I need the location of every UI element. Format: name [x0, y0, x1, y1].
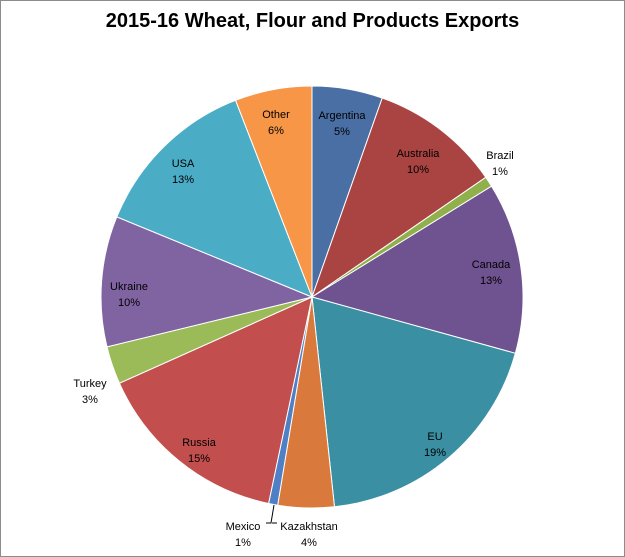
- pie-slice-russia: [118, 296, 313, 505]
- slice-label-canada: Canada 13%: [472, 259, 511, 287]
- slice-label-percent: 5%: [334, 126, 350, 138]
- slice-label-percent: 1%: [492, 166, 508, 178]
- slice-label-percent: 15%: [188, 453, 210, 465]
- slice-label-name: Ukraine: [110, 281, 148, 293]
- pie-slice-australia: [311, 97, 487, 299]
- slice-label-brazil: Brazil 1%: [486, 150, 514, 178]
- pie-slice-usa: [116, 99, 313, 298]
- slice-label-russia: Russia 15%: [182, 437, 217, 465]
- slice-label-percent: 13%: [480, 275, 502, 287]
- slice-label-mexico: Mexico 1%: [226, 521, 261, 549]
- slice-label-name: Argentina: [318, 110, 366, 122]
- slice-label-name: Canada: [472, 259, 511, 271]
- slice-label-percent: 4%: [301, 537, 317, 549]
- slice-label-name: Mexico: [226, 521, 261, 533]
- slice-label-percent: 6%: [268, 125, 284, 137]
- slice-label-percent: 13%: [172, 174, 194, 186]
- chart-title: 2015-16 Wheat, Flour and Products Export…: [105, 10, 520, 32]
- slice-label-name: Brazil: [486, 150, 514, 162]
- slice-label-percent: 10%: [118, 297, 140, 309]
- slice-label-name: Other: [262, 109, 290, 121]
- slice-label-percent: 3%: [82, 394, 98, 406]
- slice-label-australia: Australia 10%: [397, 148, 441, 176]
- pie-slice-ukraine: [100, 216, 314, 348]
- pie-slice-other: [234, 85, 313, 298]
- slice-label-name: Russia: [182, 437, 217, 449]
- slice-label-percent: 19%: [424, 447, 446, 459]
- leader-line-mexico: [266, 504, 275, 524]
- slice-label-kazakhstan: Kazakhstan 4%: [280, 521, 337, 549]
- slice-label-eu: EU 19%: [424, 431, 446, 459]
- slice-label-name: Turkey: [73, 378, 107, 390]
- pie-slice-eu: [311, 296, 516, 508]
- slice-label-usa: USA 13%: [172, 158, 195, 186]
- slice-label-percent: 1%: [235, 537, 251, 549]
- slice-label-argentina: Argentina 5%: [318, 110, 366, 138]
- slice-label-name: USA: [172, 158, 195, 170]
- slice-label-turkey: Turkey 3%: [73, 378, 107, 406]
- slice-label-percent: 10%: [407, 164, 429, 176]
- slice-label-ukraine: Ukraine 10%: [110, 281, 148, 309]
- slice-label-name: Australia: [397, 148, 441, 160]
- slice-label-other: Other 6%: [262, 109, 290, 137]
- slice-label-name: Kazakhstan: [280, 521, 337, 533]
- slice-label-name: EU: [427, 431, 442, 443]
